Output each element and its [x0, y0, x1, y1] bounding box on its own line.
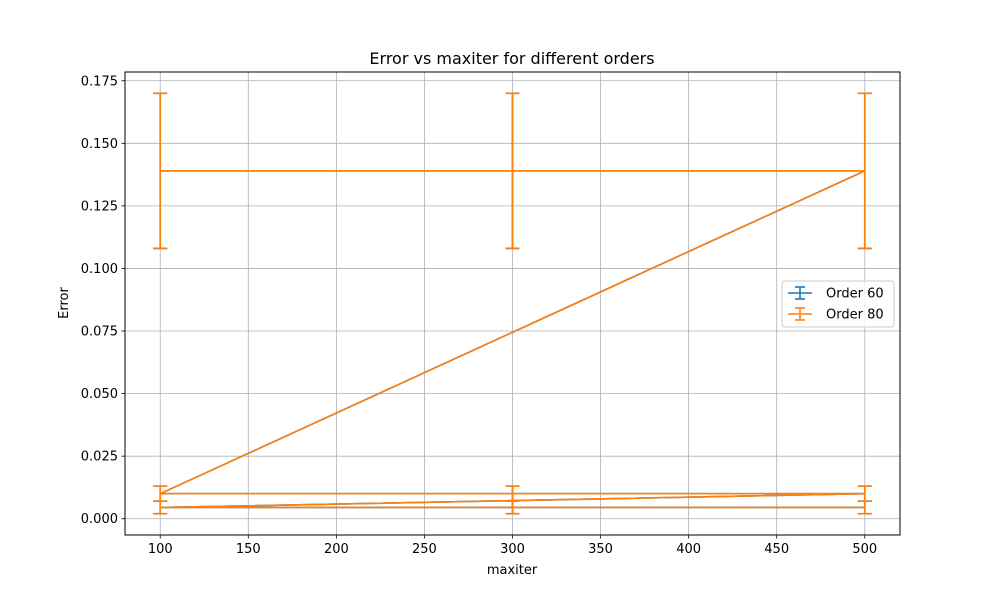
x-tick-label: 150 — [236, 542, 261, 557]
y-tick-label: 0.000 — [81, 512, 118, 527]
x-tick-label: 350 — [588, 542, 613, 557]
y-tick-label: 0.175 — [81, 74, 118, 89]
legend-entry: Order 80 — [788, 307, 884, 323]
y-axis-label: Error — [57, 287, 72, 319]
error-bar — [153, 500, 168, 515]
axis-ticks: 100 150 200 250 300 350 400 450 500 0.000 0.025 0.0… — [81, 74, 877, 557]
series-layer — [153, 92, 872, 515]
error-bar — [857, 92, 872, 250]
grid — [125, 72, 900, 535]
error-bar — [505, 500, 520, 515]
y-tick-label: 0.150 — [81, 137, 118, 152]
x-tick-label: 200 — [324, 542, 349, 557]
legend-entry: Order 60 — [788, 286, 884, 302]
x-tick-label: 250 — [412, 542, 437, 557]
x-tick-label: 300 — [500, 542, 525, 557]
y-tick-label: 0.100 — [81, 262, 118, 277]
x-tick-label: 500 — [852, 542, 877, 557]
legend: Order 60 Order 80 — [781, 280, 895, 328]
error-bar — [857, 500, 872, 515]
x-tick-label: 100 — [148, 542, 173, 557]
y-tick-label: 0.025 — [81, 450, 118, 465]
x-axis-label: maxiter — [487, 563, 538, 578]
x-tick-label: 400 — [676, 542, 701, 557]
y-tick-label: 0.125 — [81, 199, 118, 214]
y-tick-label: 0.075 — [81, 325, 118, 340]
error-bar — [505, 92, 520, 250]
legend-label: Order 80 — [826, 308, 884, 323]
series-2 — [153, 92, 872, 515]
legend-label: Order 60 — [826, 287, 884, 302]
error-bar — [153, 92, 168, 250]
y-tick-label: 0.050 — [81, 387, 118, 402]
x-tick-label: 450 — [764, 542, 789, 557]
chart-title: Error vs maxiter for different orders — [369, 49, 654, 68]
